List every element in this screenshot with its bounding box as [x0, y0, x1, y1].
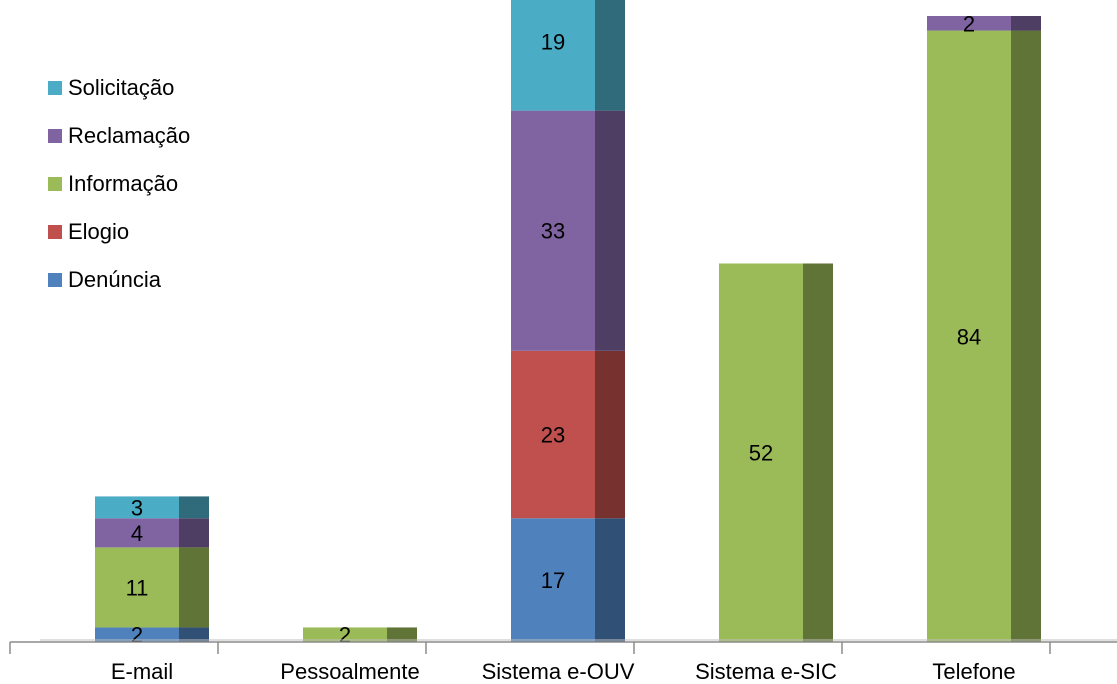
bar-telefone-reclamacao [927, 16, 1011, 31]
bar-side-e-mail-informacao [179, 547, 209, 628]
legend-label-solicitacao: Solicitação [68, 75, 175, 100]
x-tick-label-sistema-e-ouv: Sistema e-OUV [482, 659, 635, 684]
bar-side-sistema-e-sic-informacao [803, 263, 833, 642]
legend-swatch-reclamacao [48, 129, 62, 143]
legend-label-elogio: Elogio [68, 219, 130, 244]
legend-swatch-solicitacao [48, 81, 62, 95]
data-label-pessoalmente-informacao: 2 [339, 623, 351, 648]
bars-group [95, 0, 1041, 642]
bar-side-telefone-reclamacao [1011, 16, 1041, 31]
bar-side-e-mail-solicitacao [179, 496, 209, 519]
bar-sistema-e-ouv-elogio [511, 350, 595, 519]
bar-side-e-mail-reclamacao [179, 518, 209, 548]
data-label-telefone-informacao: 84 [957, 324, 981, 349]
legend-swatch-elogio [48, 225, 62, 239]
legend-swatch-denuncia [48, 273, 62, 287]
bar-sistema-e-sic-informacao [719, 263, 803, 642]
data-label-sistema-e-sic-informacao: 52 [749, 441, 773, 466]
bar-side-sistema-e-ouv-denuncia [595, 518, 625, 642]
legend-swatch-informacao [48, 177, 62, 191]
data-label-e-mail-solicitacao: 3 [131, 495, 143, 520]
bar-side-sistema-e-ouv-solicitacao [595, 0, 625, 111]
legend: Solicitação Reclamação Informação Elogio Den… [48, 64, 190, 304]
data-label-sistema-e-ouv-denuncia: 17 [541, 568, 565, 593]
data-label-e-mail-denuncia: 2 [131, 623, 143, 648]
bar-side-e-mail-denuncia [179, 627, 209, 642]
data-label-e-mail-reclamacao: 4 [131, 521, 143, 546]
data-label-sistema-e-ouv-elogio: 23 [541, 423, 565, 448]
legend-label-reclamacao: Reclamação [68, 123, 191, 148]
bar-side-telefone-informacao [1011, 30, 1041, 642]
x-tick-label-sistema-e-sic: Sistema e-SIC [695, 659, 837, 684]
bar-sistema-e-ouv-solicitacao [511, 0, 595, 111]
x-tick-label-pessoalmente: Pessoalmente [280, 659, 419, 684]
bar-sistema-e-ouv-denuncia [511, 518, 595, 642]
legend-item-informacao: Informação [48, 160, 190, 208]
bar-side-sistema-e-ouv-reclamacao [595, 110, 625, 351]
bar-pessoalmente-informacao [303, 627, 387, 642]
legend-item-solicitacao: Solicitação [48, 64, 190, 112]
data-label-sistema-e-ouv-reclamacao: 33 [541, 219, 565, 244]
bar-e-mail-informacao [95, 547, 179, 628]
x-axis: E-mail Pessoalmente Sistema e-OUV Sistema e… [9, 639, 1117, 684]
legend-label-informacao: Informação [68, 171, 179, 196]
x-tick-label-telefone: Telefone [932, 659, 1015, 684]
bar-side-pessoalmente-informacao [387, 627, 417, 642]
legend-item-denuncia: Denúncia [48, 256, 190, 304]
legend-item-reclamacao: Reclamação [48, 112, 190, 160]
data-label-e-mail-informacao: 11 [126, 575, 149, 600]
data-label-telefone-reclamacao: 2 [963, 11, 975, 36]
bar-telefone-informacao [927, 30, 1011, 642]
bar-e-mail-denuncia [95, 627, 179, 642]
legend-label-denuncia: Denúncia [68, 267, 161, 292]
legend-item-elogio: Elogio [48, 208, 190, 256]
data-label-sistema-e-ouv-solicitacao: 19 [541, 29, 565, 54]
bar-side-sistema-e-ouv-elogio [595, 350, 625, 519]
bar-e-mail-reclamacao [95, 518, 179, 548]
bar-e-mail-solicitacao [95, 496, 179, 519]
data-labels-group: 2 11 43 2 17 23 33 19 52 84 2 [126, 11, 982, 647]
x-tick-label-e-mail: E-mail [111, 659, 173, 684]
bar-sistema-e-ouv-reclamacao [511, 110, 595, 351]
